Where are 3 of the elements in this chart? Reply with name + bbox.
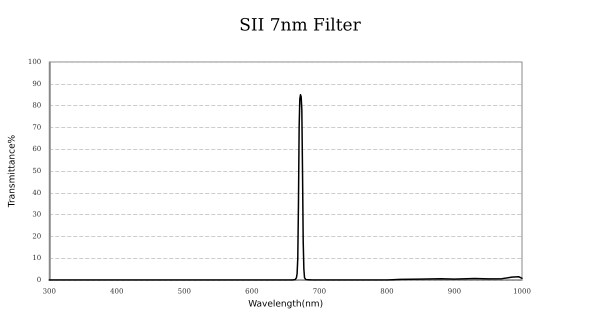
x-axis-title: Wavelength(nm) xyxy=(248,299,324,310)
y-axis-title: Transmittance% xyxy=(8,134,18,208)
chart-title: SII 7nm Filter xyxy=(239,16,362,36)
